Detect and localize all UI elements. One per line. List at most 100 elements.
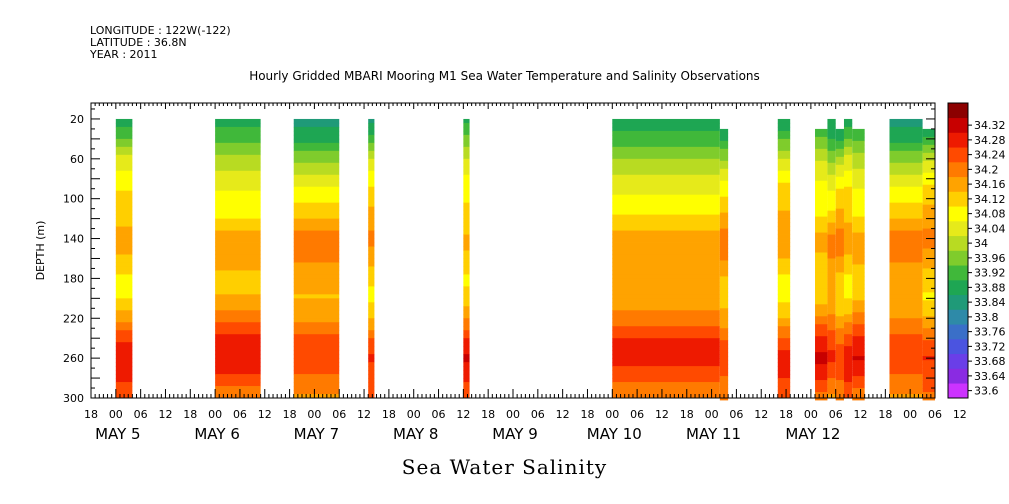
- data-cell: [368, 190, 375, 196]
- data-cell: [889, 338, 923, 343]
- data-cell: [922, 288, 935, 293]
- data-cell: [843, 390, 853, 395]
- data-cell: [815, 288, 828, 293]
- data-cell: [827, 338, 836, 343]
- data-cell: [777, 150, 791, 156]
- y-tick-label: 220: [63, 312, 84, 325]
- y-axis-label: DEPTH (m): [34, 221, 47, 281]
- data-cell: [852, 148, 865, 154]
- data-cell: [852, 156, 865, 162]
- data-cell: [843, 250, 853, 255]
- data-cell: [215, 362, 261, 367]
- data-cell: [843, 186, 853, 192]
- data-cell: [368, 234, 375, 239]
- data-cell: [115, 326, 133, 331]
- data-cell: [463, 246, 470, 251]
- data-cell: [827, 118, 836, 124]
- data-cell: [293, 230, 340, 235]
- data-cell: [843, 274, 853, 279]
- data-cell: [922, 284, 935, 289]
- x-day-label: MAY 6: [194, 425, 240, 443]
- data-cell: [843, 118, 853, 124]
- data-cell: [368, 266, 375, 271]
- data-cell: [852, 340, 865, 345]
- data-cell: [719, 224, 729, 229]
- data-cell: [215, 386, 261, 391]
- data-cell: [835, 168, 844, 174]
- data-cell: [922, 192, 935, 198]
- data-cell: [827, 210, 836, 216]
- data-cell: [852, 380, 865, 385]
- data-cell: [115, 306, 133, 311]
- data-cell: [368, 202, 375, 208]
- data-cell: [293, 274, 340, 279]
- data-cell: [922, 208, 935, 214]
- data-cell: [463, 162, 470, 168]
- data-cell: [815, 272, 828, 277]
- data-cell: [922, 352, 935, 357]
- data-cell: [115, 198, 133, 204]
- data-cell: [612, 162, 720, 168]
- data-cell: [827, 290, 836, 295]
- y-tick-label: 260: [63, 352, 84, 365]
- data-cell: [852, 172, 865, 178]
- data-cell: [293, 210, 340, 216]
- data-cell: [815, 336, 828, 341]
- data-cell: [777, 338, 791, 343]
- data-cell: [115, 314, 133, 319]
- data-cell: [368, 370, 375, 375]
- data-cell: [215, 178, 261, 184]
- data-cell: [852, 272, 865, 277]
- data-cell: [835, 244, 844, 249]
- data-cell: [115, 294, 133, 299]
- data-cell: [889, 178, 923, 184]
- data-cell: [777, 294, 791, 299]
- data-cell: [293, 238, 340, 243]
- x-hour-label: 00: [903, 408, 917, 421]
- data-cell: [843, 326, 853, 331]
- data-cell: [215, 210, 261, 216]
- data-cell: [843, 330, 853, 335]
- data-cell: [922, 268, 935, 273]
- x-hour-label: 06: [233, 408, 247, 421]
- data-cell: [115, 334, 133, 339]
- data-cell: [835, 224, 844, 229]
- chart-title: Hourly Gridded MBARI Mooring M1 Sea Wate…: [249, 69, 760, 83]
- data-cell: [889, 342, 923, 347]
- data-cell: [612, 262, 720, 267]
- year-label: YEAR : 2011: [90, 48, 158, 61]
- data-cell: [815, 128, 828, 134]
- data-cell: [889, 214, 923, 220]
- data-cell: [463, 194, 470, 200]
- data-cell: [889, 182, 923, 188]
- data-cell: [827, 366, 836, 371]
- data-cell: [777, 198, 791, 204]
- data-cell: [612, 342, 720, 347]
- data-cell: [852, 212, 865, 218]
- data-cell: [612, 366, 720, 371]
- x-hour-label: 00: [208, 408, 222, 421]
- data-cell: [852, 352, 865, 357]
- y-tick-label: 20: [70, 113, 84, 126]
- data-cell: [612, 118, 720, 124]
- data-cell: [463, 234, 470, 239]
- x-hour-label: 18: [680, 408, 694, 421]
- data-cell: [115, 382, 133, 387]
- data-cell: [852, 364, 865, 369]
- data-cell: [835, 140, 844, 146]
- data-cell: [463, 142, 470, 148]
- data-cell: [612, 154, 720, 160]
- data-cell: [777, 242, 791, 247]
- data-cell: [463, 350, 470, 355]
- data-cell: [719, 168, 729, 174]
- data-cell: [215, 194, 261, 200]
- data-cell: [852, 312, 865, 317]
- data-cell: [293, 126, 340, 132]
- data-cell: [852, 164, 865, 170]
- x-hour-label: 18: [481, 408, 495, 421]
- data-cell: [843, 158, 853, 164]
- colorbar-label: 33.92: [974, 267, 1006, 280]
- data-cell: [215, 270, 261, 275]
- data-cell: [719, 344, 729, 349]
- data-cell: [889, 134, 923, 140]
